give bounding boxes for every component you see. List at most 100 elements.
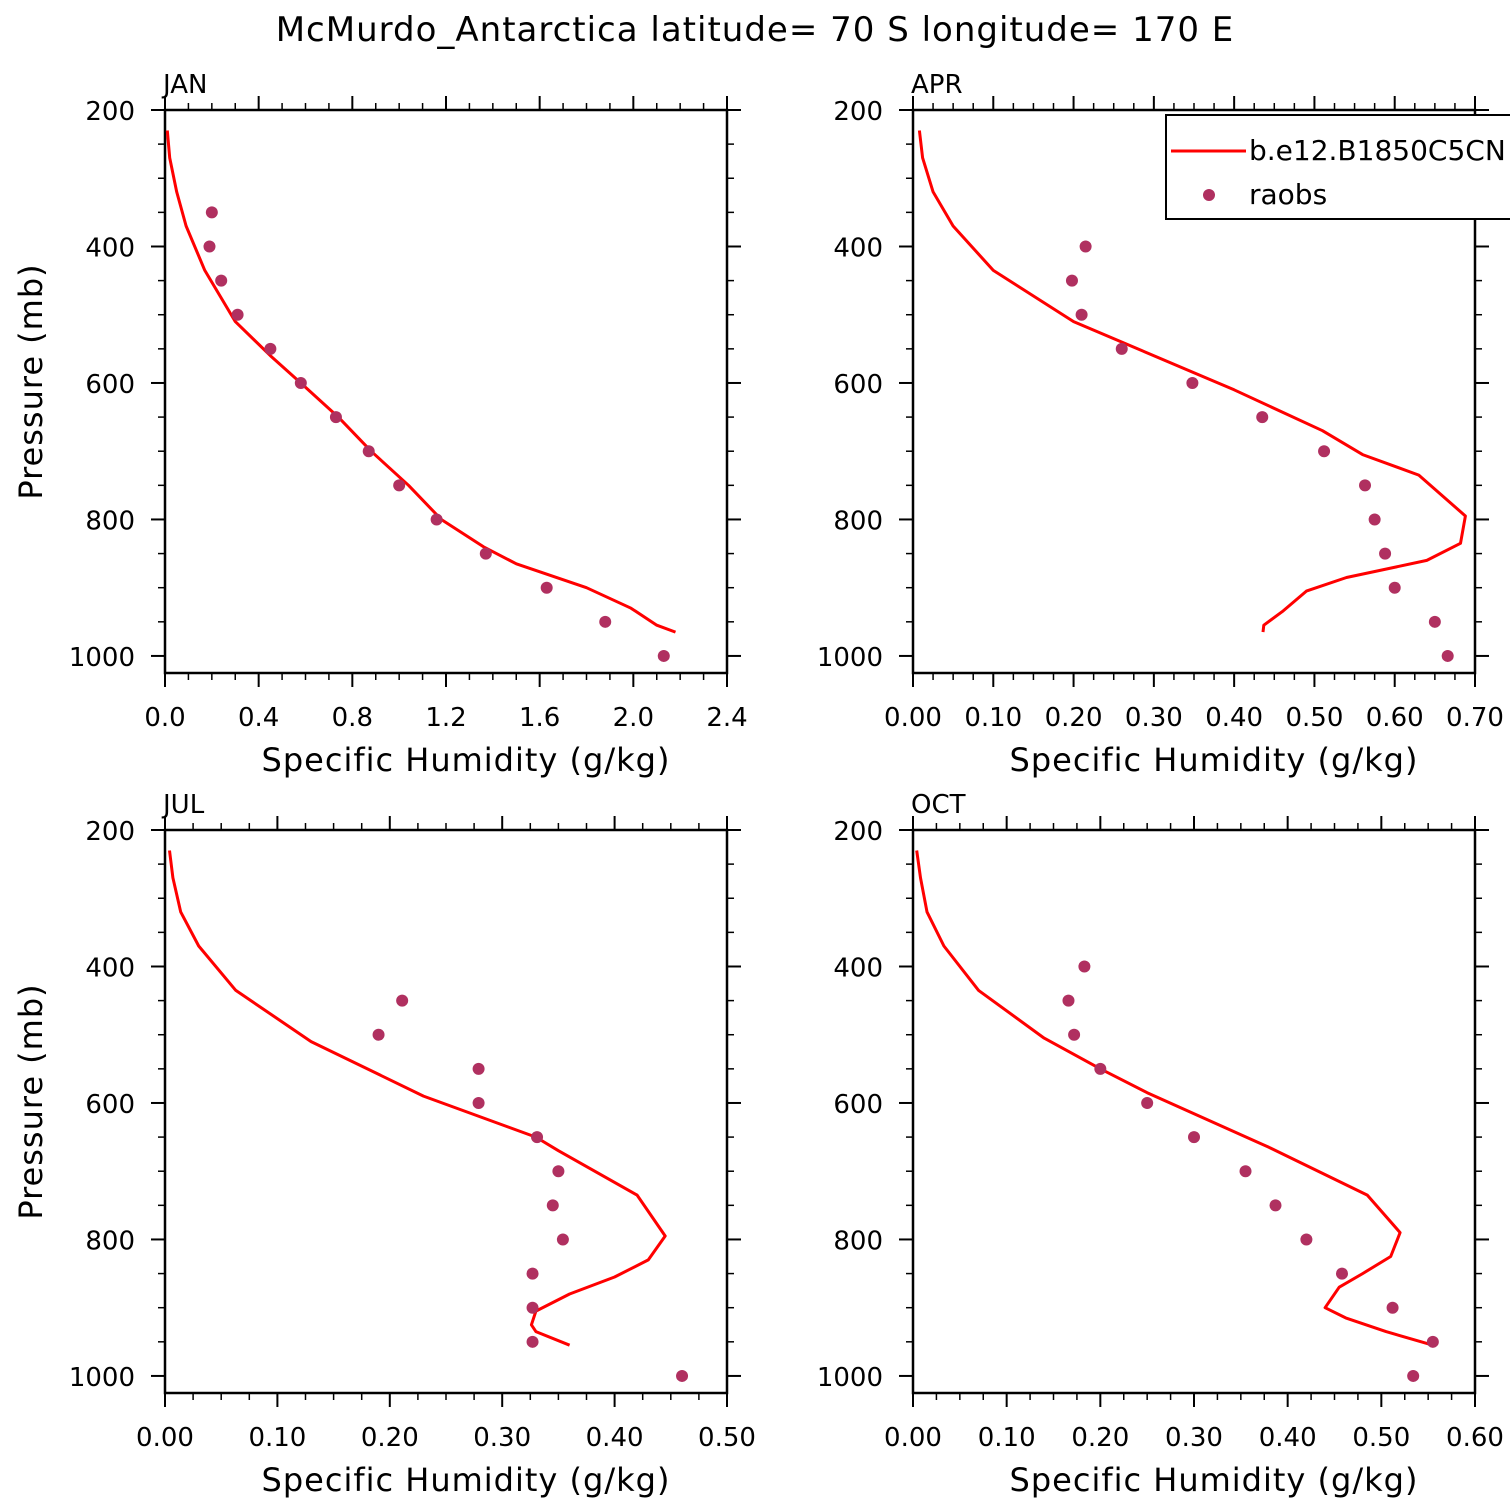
y-tick-label: 600 [85, 1090, 135, 1120]
raobs-point [1426, 1335, 1439, 1348]
y-tick-label: 200 [833, 817, 883, 847]
y-tick-label: 400 [85, 233, 135, 263]
panel-apr: 0.00 0.10 0.20 0.30 0.40 0.50 0.60 0.70 200 400 60… [817, 70, 1510, 779]
x-tick-label: 0.20 [1071, 1423, 1129, 1453]
raobs-point [540, 581, 553, 594]
chart-title: McMurdo_Antarctica latitude= 70 S longit… [275, 10, 1235, 50]
x-axis-label: Specific Humidity (g/kg) [262, 741, 671, 779]
raobs-point [1318, 445, 1331, 458]
raobs-point [215, 274, 228, 287]
y-axis-label: Pressure (mb) [12, 983, 50, 1219]
data-layer [168, 850, 689, 1382]
raobs-point [1379, 547, 1392, 560]
raobs-point [1335, 1267, 1348, 1280]
raobs-point [396, 994, 409, 1007]
legend-box [1165, 114, 1510, 220]
raobs-point [1407, 1369, 1420, 1382]
x-tick-label: 1.2 [425, 703, 466, 733]
raobs-point [1256, 411, 1269, 424]
raobs-point [1441, 649, 1454, 662]
panel-label: JUL [161, 790, 205, 820]
x-tick-label: 0.30 [1125, 703, 1183, 733]
raobs-point [526, 1301, 539, 1314]
x-tick-label: 0.00 [884, 1423, 942, 1453]
raobs-point [479, 547, 492, 560]
y-tick-label: 200 [85, 817, 135, 847]
x-tick-label: 0.4 [238, 703, 279, 733]
x-tick-label: 0.60 [1366, 703, 1424, 733]
raobs-point [1094, 1062, 1107, 1075]
raobs-point [1141, 1096, 1154, 1109]
raobs-point [1269, 1199, 1282, 1212]
y-tick-label: 800 [85, 1226, 135, 1256]
data-layer [915, 850, 1439, 1382]
raobs-point [1068, 1028, 1081, 1041]
raobs-point [203, 240, 216, 253]
raobs-point [1386, 1301, 1399, 1314]
raobs-point [1065, 274, 1078, 287]
x-tick-label: 0.10 [964, 703, 1022, 733]
x-tick-label: 0.30 [1165, 1423, 1223, 1453]
raobs-point [1186, 376, 1199, 389]
x-tick-label: 0.50 [1285, 703, 1343, 733]
raobs-point [372, 1028, 385, 1041]
raobs-point [1359, 479, 1372, 492]
x-tick-label: 0.60 [1446, 1423, 1504, 1453]
raobs-point [362, 445, 375, 458]
raobs-point [1115, 342, 1128, 355]
raobs-point [1368, 513, 1381, 526]
raobs-point [1188, 1131, 1200, 1144]
y-tick-label: 1000 [69, 1363, 135, 1393]
panel-label: OCT [911, 790, 966, 820]
raobs-point [552, 1165, 565, 1178]
series-line-model [917, 130, 1467, 633]
data-layer [917, 130, 1467, 662]
x-tick-label: 0.50 [698, 1423, 756, 1453]
panel-jul: 0.00 0.10 0.20 0.30 0.40 0.50 200 400 600 800 1000… [12, 790, 756, 1499]
panel-label: JAN [161, 70, 207, 100]
panel-jan: 0.0 0.4 0.8 1.2 1.6 2.0 2.4 200 400 600 800 1000 JAN… [12, 70, 748, 779]
y-tick-label: 400 [833, 233, 883, 263]
x-tick-label: 1.6 [519, 703, 560, 733]
x-tick-label: 0.40 [1259, 1423, 1317, 1453]
raobs-point [1239, 1165, 1252, 1178]
x-tick-label: 0.40 [1205, 703, 1263, 733]
x-axis-label: Specific Humidity (g/kg) [1010, 1461, 1419, 1499]
raobs-point [1075, 308, 1088, 321]
y-tick-label: 600 [833, 370, 883, 400]
legend: b.e12.B1850C5CN raobs [1165, 114, 1510, 220]
y-tick-label: 1000 [69, 643, 135, 673]
x-tick-label: 0.50 [1352, 1423, 1410, 1453]
x-tick-label: 2.4 [706, 703, 747, 733]
y-axis-label: Pressure (mb) [12, 263, 50, 499]
y-tick-label: 800 [833, 1226, 883, 1256]
x-tick-label: 0.10 [248, 1423, 306, 1453]
panel-oct: 0.00 0.10 0.20 0.30 0.40 0.50 0.60 200 400 600 800… [817, 790, 1504, 1499]
x-tick-label: 0.00 [136, 1423, 194, 1453]
raobs-point [526, 1267, 539, 1280]
raobs-point [526, 1335, 539, 1348]
x-tick-label: 0.8 [332, 703, 373, 733]
raobs-point [657, 649, 670, 662]
x-tick-label: 0.00 [884, 703, 942, 733]
raobs-point [472, 1096, 485, 1109]
y-tick-label: 800 [833, 506, 883, 536]
raobs-point [676, 1369, 689, 1382]
raobs-point [531, 1131, 544, 1144]
plot-frame [163, 108, 729, 675]
x-tick-label: 0.70 [1446, 703, 1504, 733]
y-tick-label: 400 [833, 953, 883, 983]
raobs-point [430, 513, 443, 526]
raobs-point [599, 615, 612, 628]
x-tick-label: 0.30 [473, 1423, 531, 1453]
raobs-point [1079, 240, 1092, 253]
x-axis-label: Specific Humidity (g/kg) [262, 1461, 671, 1499]
x-tick-label: 0.20 [1045, 703, 1103, 733]
series-line-model [915, 850, 1434, 1347]
raobs-point [1300, 1233, 1313, 1246]
raobs-point [546, 1199, 559, 1212]
data-layer [165, 130, 677, 662]
y-tick-label: 200 [85, 97, 135, 127]
x-tick-label: 0.10 [978, 1423, 1036, 1453]
